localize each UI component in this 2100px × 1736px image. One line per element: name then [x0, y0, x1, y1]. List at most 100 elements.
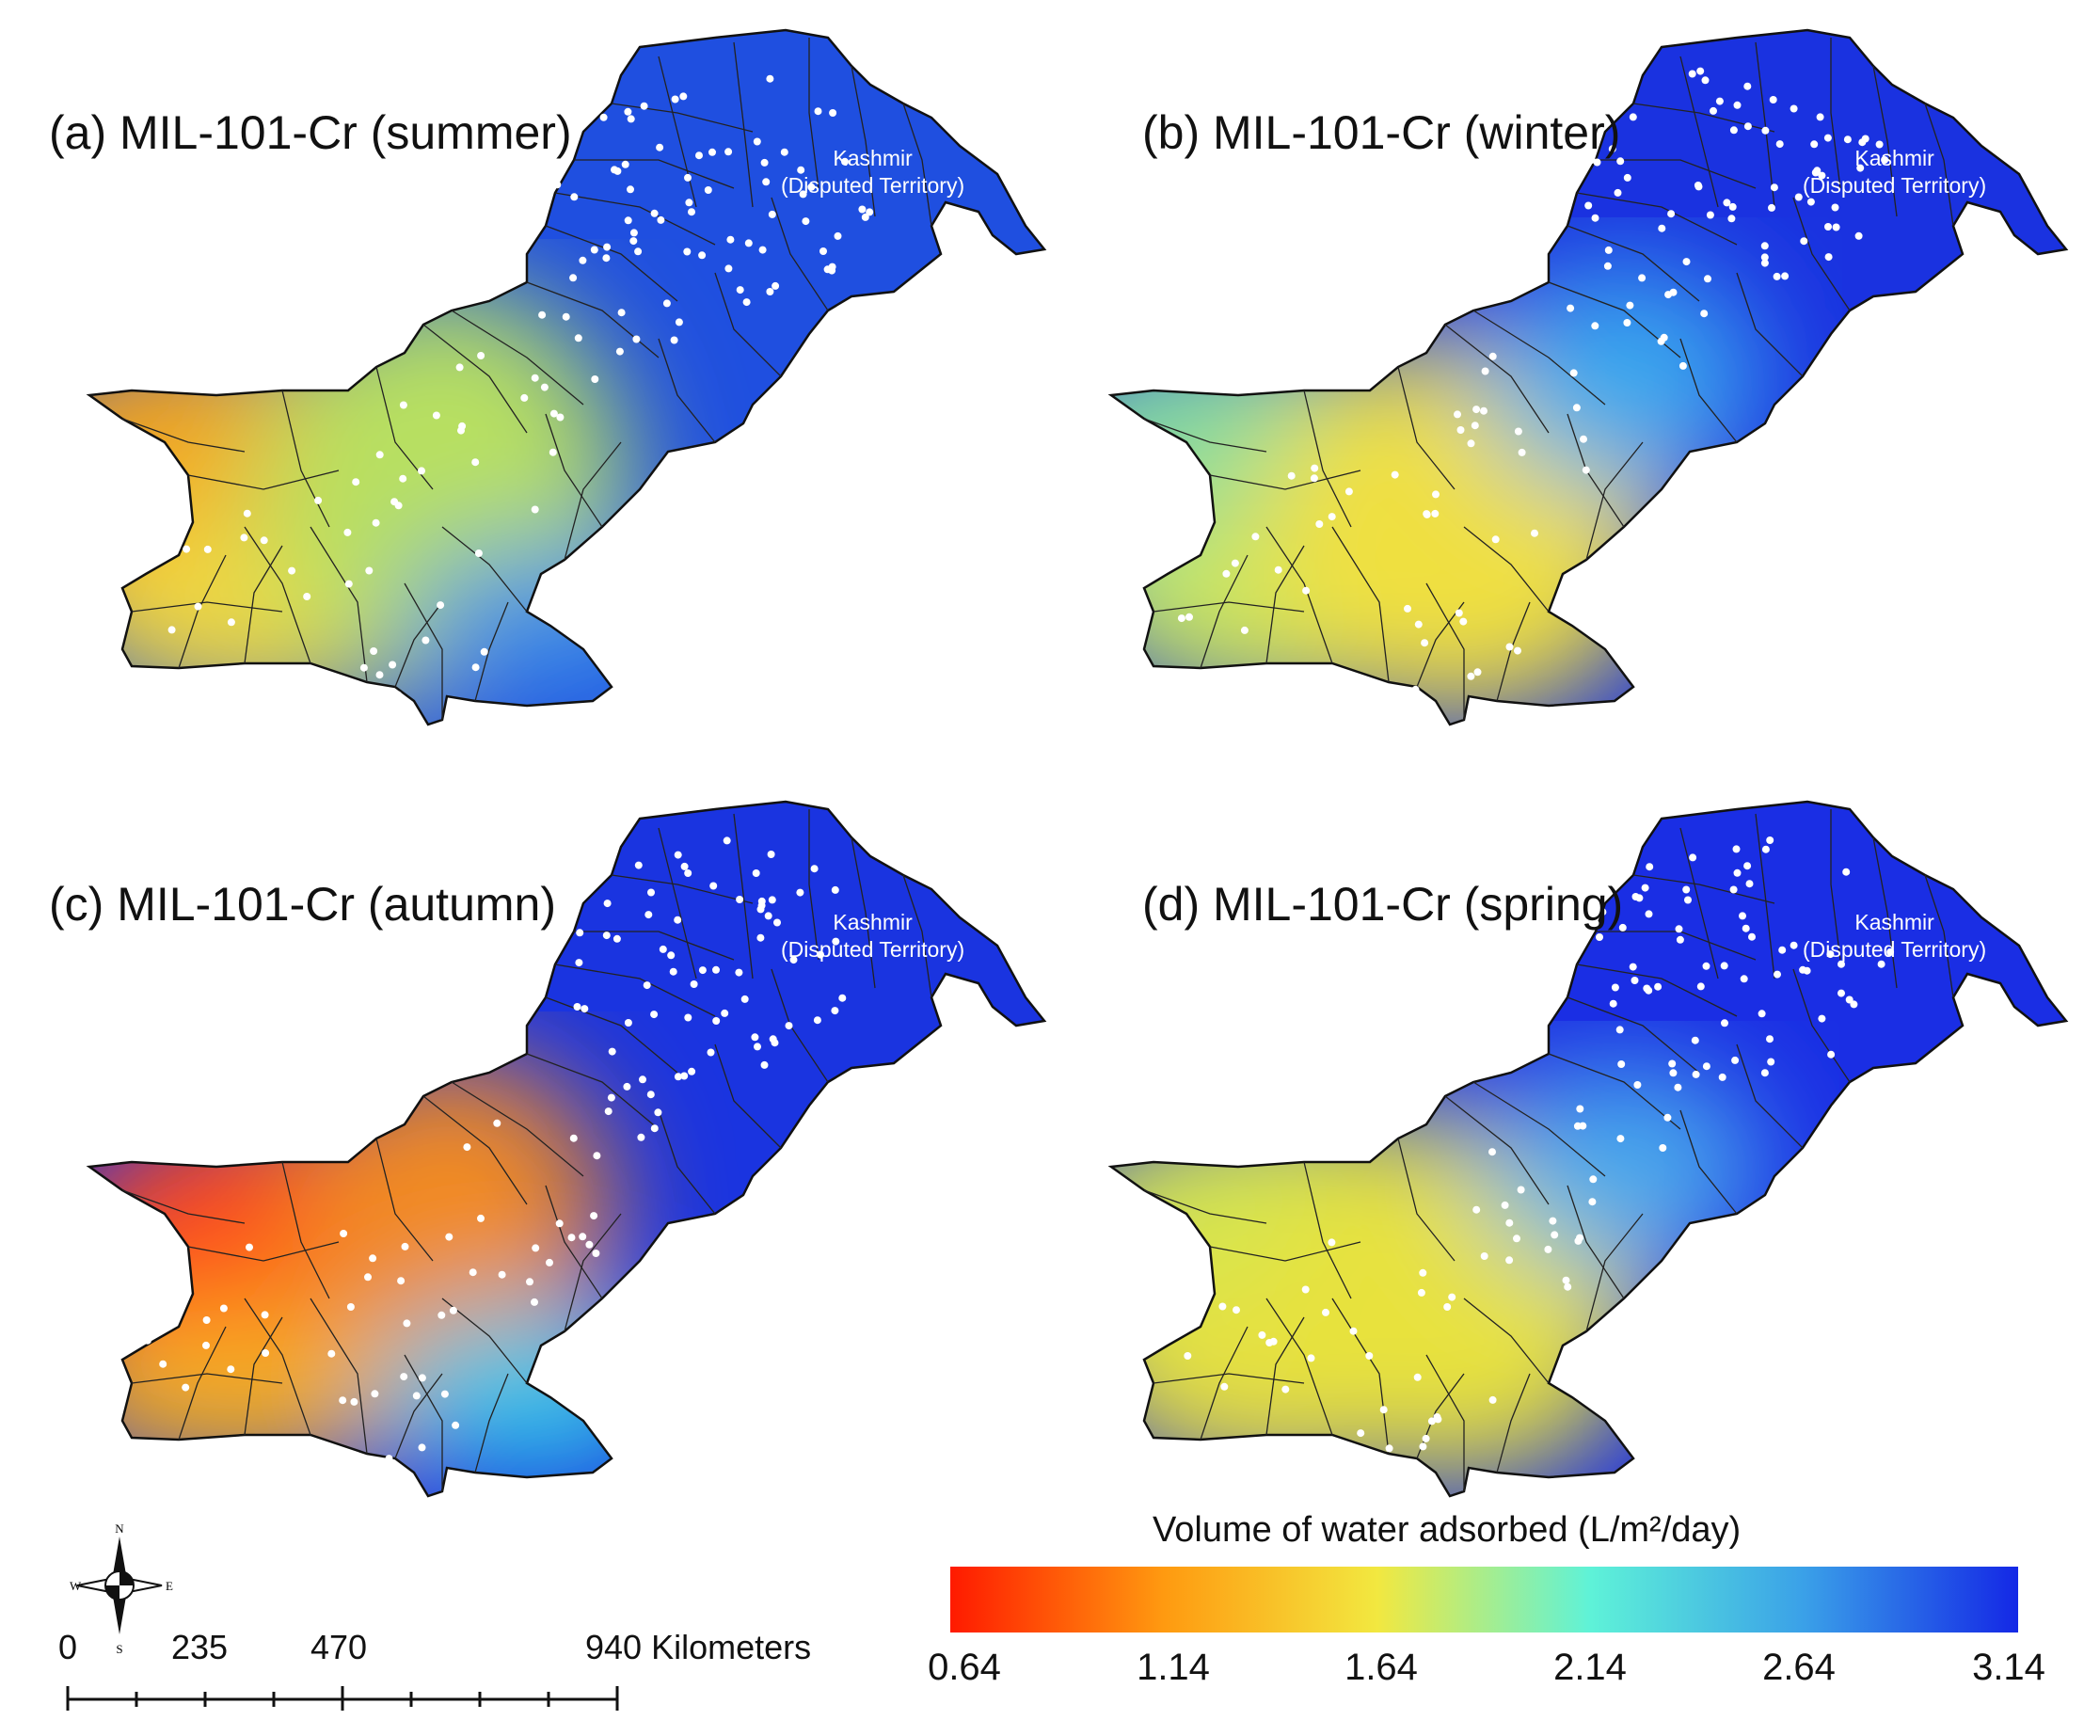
station-dot [1544, 1245, 1552, 1253]
map-panel-spring: (d) MIL-101-Cr (spring) Kashmir (Dispute… [1022, 772, 2072, 1534]
district-boundary [394, 601, 443, 688]
station-dot [740, 995, 749, 1003]
station-dot [751, 1033, 759, 1042]
station-dot [445, 1233, 453, 1241]
district-boundary [1265, 545, 1305, 664]
district-boundary [281, 390, 330, 528]
station-dot [1422, 1434, 1430, 1442]
station-dot [1794, 193, 1803, 201]
station-dot [1658, 224, 1666, 232]
station-dot [1729, 126, 1738, 135]
station-dot [1715, 97, 1724, 105]
station-dot [603, 243, 612, 251]
station-dot [789, 956, 798, 964]
station-dot [1696, 982, 1705, 991]
station-dot [643, 981, 651, 990]
district-boundary [1567, 996, 1700, 1074]
station-dot [656, 143, 664, 151]
station-dot [1664, 291, 1673, 299]
station-dot [551, 946, 560, 954]
station-dot [1638, 274, 1647, 282]
station-dot [422, 636, 430, 645]
station-dot [1811, 168, 1820, 177]
station-dot [1599, 908, 1607, 916]
station-dot [182, 1383, 190, 1392]
district-boundary [1755, 813, 1775, 979]
station-dot [742, 298, 751, 307]
station-dot [736, 286, 744, 295]
station-dot [1604, 246, 1613, 254]
station-dot [1455, 609, 1463, 617]
station-dot [650, 1011, 659, 1019]
district-boundary [1585, 1213, 1644, 1332]
station-dot [807, 183, 816, 191]
station-dot [1692, 1070, 1700, 1078]
station-dot [1287, 471, 1296, 480]
station-dot [579, 1233, 587, 1241]
station-dot [758, 246, 767, 254]
legend-title: Volume of water adsorbed (L/m²/day) [1153, 1510, 1742, 1550]
district-boundary [902, 103, 932, 227]
district-boundary [244, 1298, 311, 1436]
map-svg [88, 28, 1046, 726]
station-dot [646, 1091, 655, 1099]
station-dot [684, 1013, 692, 1022]
district-boundary [131, 601, 283, 613]
station-dot [695, 151, 703, 160]
district-boundary [441, 1298, 528, 1384]
station-dot [579, 256, 587, 264]
district-boundary [187, 1241, 340, 1262]
station-dot [1790, 104, 1798, 113]
station-dot [1311, 464, 1319, 472]
station-dot [752, 869, 760, 877]
station-dot [1582, 466, 1590, 474]
station-dot [708, 148, 716, 156]
station-dot [399, 401, 407, 409]
station-dot [246, 1243, 253, 1251]
station-dot [831, 1007, 839, 1015]
station-dot [1631, 977, 1639, 984]
station-dot [1616, 157, 1625, 166]
station-dot [343, 528, 352, 536]
station-dot [712, 1017, 721, 1025]
station-dot [1826, 950, 1835, 959]
station-dot [403, 1319, 411, 1328]
district-boundary [1830, 809, 1841, 961]
station-dot [1659, 1144, 1667, 1152]
station-dot [1800, 237, 1808, 246]
station-dot [1184, 1352, 1192, 1360]
station-dot [1770, 183, 1778, 192]
station-dot [1322, 1308, 1329, 1316]
district-boundary [1331, 526, 1390, 683]
station-dot [1748, 932, 1756, 941]
station-dot [1472, 406, 1481, 414]
station-dot [1767, 1058, 1775, 1066]
station-dot [1667, 210, 1676, 218]
map-panel-winter: (b) MIL-101-Cr (winter) Kashmir (Dispute… [1022, 0, 2072, 762]
station-dot [796, 888, 804, 897]
station-dot [260, 536, 268, 545]
station-dot [1591, 214, 1599, 222]
district-boundary [808, 809, 819, 961]
district-boundary [554, 192, 716, 246]
station-dot [624, 216, 632, 225]
station-dot [1551, 1231, 1559, 1239]
station-dot [1222, 569, 1231, 578]
station-dot [1155, 566, 1164, 575]
station-dot [634, 247, 643, 256]
station-dot [569, 1134, 578, 1142]
station-dot [1572, 404, 1581, 412]
district-boundary [121, 1189, 246, 1224]
district-boundary [422, 324, 528, 434]
station-dot [1456, 426, 1465, 434]
district-boundary [545, 1185, 603, 1299]
district-boundary [1425, 582, 1465, 720]
station-dot [1608, 145, 1616, 153]
station-dot [629, 237, 638, 246]
legend-tick: 1.64 [1344, 1647, 1418, 1688]
station-dot [647, 888, 655, 897]
district-boundary [1872, 65, 1898, 217]
station-dot [526, 1278, 533, 1286]
station-dot [458, 422, 467, 430]
station-dot [1850, 1000, 1858, 1009]
